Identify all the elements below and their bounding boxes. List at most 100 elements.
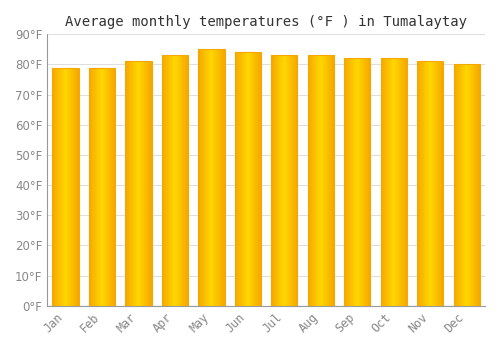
Bar [53, 68, 54, 306]
Bar [172, 55, 173, 306]
Bar [358, 58, 360, 306]
Bar [240, 52, 242, 306]
Bar [396, 58, 397, 306]
Bar [315, 55, 316, 306]
Bar [382, 58, 384, 306]
Bar [114, 68, 115, 306]
Bar [72, 68, 74, 306]
Bar [246, 52, 247, 306]
Bar [349, 58, 350, 306]
Bar [406, 58, 407, 306]
Bar [441, 62, 442, 306]
Bar [364, 58, 365, 306]
Bar [387, 58, 388, 306]
Bar [128, 62, 129, 306]
Bar [199, 49, 200, 306]
Bar [360, 58, 362, 306]
Bar [220, 49, 221, 306]
Bar [182, 55, 183, 306]
Bar [398, 58, 399, 306]
Bar [131, 62, 132, 306]
Bar [386, 58, 387, 306]
Bar [201, 49, 202, 306]
Bar [165, 55, 166, 306]
Bar [145, 62, 146, 306]
Bar [126, 62, 128, 306]
Bar [70, 68, 72, 306]
Bar [169, 55, 170, 306]
Bar [457, 64, 458, 306]
Bar [420, 62, 421, 306]
Bar [198, 49, 199, 306]
Bar [89, 68, 90, 306]
Bar [282, 55, 283, 306]
Bar [129, 62, 130, 306]
Bar [149, 62, 150, 306]
Bar [142, 62, 143, 306]
Bar [133, 62, 134, 306]
Bar [454, 64, 455, 306]
Bar [126, 62, 152, 306]
Bar [135, 62, 136, 306]
Bar [257, 52, 258, 306]
Bar [417, 62, 444, 306]
Bar [92, 68, 93, 306]
Bar [322, 55, 323, 306]
Bar [330, 55, 332, 306]
Bar [434, 62, 435, 306]
Bar [162, 55, 188, 306]
Bar [186, 55, 188, 306]
Bar [326, 55, 328, 306]
Bar [470, 64, 472, 306]
Bar [428, 62, 429, 306]
Bar [417, 62, 418, 306]
Bar [321, 55, 322, 306]
Bar [216, 49, 218, 306]
Bar [102, 68, 104, 306]
Bar [294, 55, 295, 306]
Bar [433, 62, 434, 306]
Bar [308, 55, 334, 306]
Bar [288, 55, 289, 306]
Bar [354, 58, 356, 306]
Bar [130, 62, 131, 306]
Bar [202, 49, 203, 306]
Bar [347, 58, 348, 306]
Bar [249, 52, 250, 306]
Bar [170, 55, 171, 306]
Bar [291, 55, 292, 306]
Bar [234, 52, 261, 306]
Bar [176, 55, 177, 306]
Bar [464, 64, 465, 306]
Bar [67, 68, 68, 306]
Bar [474, 64, 476, 306]
Bar [98, 68, 100, 306]
Bar [141, 62, 142, 306]
Bar [435, 62, 436, 306]
Bar [404, 58, 405, 306]
Bar [351, 58, 352, 306]
Bar [392, 58, 393, 306]
Bar [147, 62, 148, 306]
Bar [394, 58, 395, 306]
Bar [440, 62, 441, 306]
Bar [254, 52, 255, 306]
Bar [280, 55, 281, 306]
Bar [463, 64, 464, 306]
Bar [405, 58, 406, 306]
Bar [431, 62, 432, 306]
Bar [462, 64, 463, 306]
Bar [74, 68, 76, 306]
Bar [276, 55, 277, 306]
Bar [438, 62, 439, 306]
Bar [164, 55, 165, 306]
Bar [292, 55, 293, 306]
Bar [175, 55, 176, 306]
Bar [389, 58, 390, 306]
Bar [314, 55, 315, 306]
Bar [286, 55, 287, 306]
Bar [344, 58, 370, 306]
Bar [91, 68, 92, 306]
Bar [430, 62, 431, 306]
Bar [171, 55, 172, 306]
